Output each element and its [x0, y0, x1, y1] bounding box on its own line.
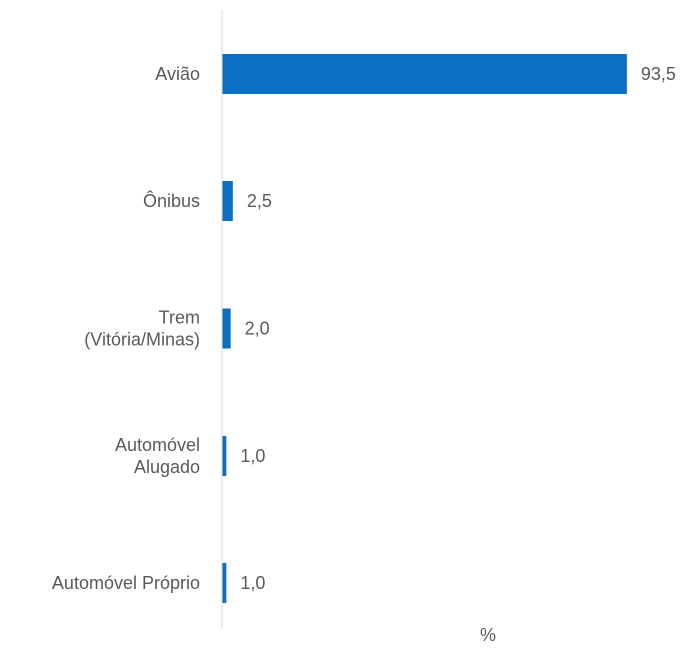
- category-label: Automóvel Próprio: [52, 573, 200, 593]
- value-label: 2,5: [247, 191, 272, 211]
- value-label: 1,0: [240, 446, 265, 466]
- bars-layer: [222, 54, 627, 603]
- bar-2: [222, 308, 231, 349]
- category-label: Trem (Vitória/Minas): [84, 308, 200, 350]
- bar-0: [222, 54, 627, 94]
- category-label-line: Trem: [159, 308, 200, 328]
- category-label-line: (Vitória/Minas): [84, 330, 200, 350]
- category-label-line: Alugado: [134, 457, 200, 477]
- category-label-line: Ônibus: [143, 190, 200, 211]
- category-label-line: Automóvel: [115, 435, 200, 455]
- category-label-line: Avião: [155, 64, 200, 84]
- x-axis-title: %: [480, 625, 496, 645]
- labels-layer: 93,5 Avião 2,5 Ônibus 2,0 Trem (Vitória/Minas)…: [52, 64, 676, 593]
- category-label-line: Automóvel Próprio: [52, 573, 200, 593]
- category-label: Automóvel Alugado: [115, 435, 200, 477]
- category-label: Avião: [155, 64, 200, 84]
- bar-1: [222, 181, 233, 221]
- value-label: 93,5: [641, 64, 676, 84]
- bar-3: [222, 436, 227, 476]
- category-label: Ônibus: [143, 190, 200, 211]
- value-label: 2,0: [245, 319, 270, 339]
- bar-4: [222, 563, 227, 603]
- value-label: 1,0: [240, 573, 265, 593]
